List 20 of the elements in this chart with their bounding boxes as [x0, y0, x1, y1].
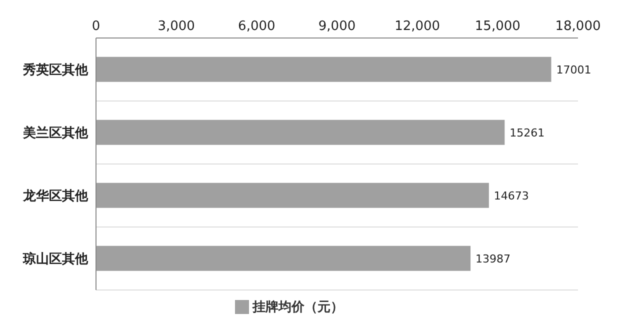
- x-tick-label: 9,000: [318, 19, 356, 34]
- y-tick-label: 秀英区其他: [22, 62, 89, 78]
- data-label: 15261: [510, 126, 545, 140]
- data-label: 17001: [556, 63, 592, 76]
- x-tick-label: 3,000: [158, 19, 195, 34]
- bar: [96, 56, 552, 82]
- x-tick-label: 18,000: [555, 19, 601, 34]
- x-tick-label: 6,000: [238, 19, 276, 34]
- data-label: 14673: [494, 189, 529, 202]
- data-label: 13987: [476, 252, 511, 266]
- y-tick-label: 美兰区其他: [22, 125, 89, 142]
- y-tick-label: 龙华区其他: [22, 189, 89, 204]
- legend-label: 挂牌均价（元）: [252, 300, 344, 315]
- x-tick-label: 15,000: [474, 19, 520, 34]
- x-tick-label: 12,000: [394, 19, 440, 34]
- bar: [96, 246, 471, 271]
- bar: [96, 182, 489, 208]
- y-tick-label: 琼山区其他: [22, 251, 89, 268]
- bar: [96, 120, 505, 145]
- x-tick-label: 0: [92, 19, 100, 34]
